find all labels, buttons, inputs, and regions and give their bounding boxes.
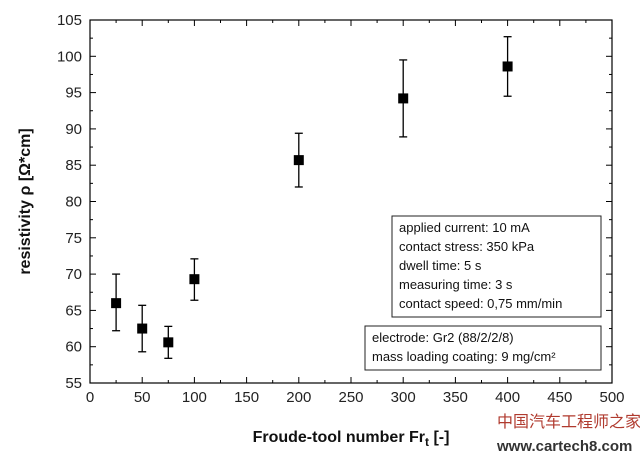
x-tick-label: 350 bbox=[443, 389, 468, 406]
annotation-line: dwell time: 5 s bbox=[399, 258, 482, 273]
watermark-url: www.cartech8.com bbox=[496, 438, 632, 455]
data-points bbox=[111, 36, 513, 359]
data-point-marker bbox=[189, 274, 200, 285]
x-tick-label: 150 bbox=[234, 389, 259, 406]
y-tick-label: 105 bbox=[57, 12, 82, 29]
annotation-line: contact stress: 350 kPa bbox=[399, 239, 535, 254]
y-tick-label: 60 bbox=[65, 339, 82, 356]
electrode-annotation-box: electrode: Gr2 (88/2/2/8) mass loading c… bbox=[364, 325, 602, 371]
annotation-line: mass loading coating: 9 mg/cm² bbox=[372, 349, 556, 364]
data-point-marker bbox=[163, 337, 174, 348]
y-tick-label: 95 bbox=[65, 85, 82, 102]
x-tick-label: 50 bbox=[134, 389, 151, 406]
y-axis-title: resistivity ρ [Ω*cm] bbox=[17, 128, 34, 274]
ticks-layer bbox=[89, 19, 613, 384]
annotation-line: electrode: Gr2 (88/2/2/8) bbox=[372, 330, 514, 345]
data-point-marker bbox=[111, 298, 122, 309]
y-tick-label: 90 bbox=[65, 121, 82, 138]
conditions-annotation-box: applied current: 10 mA contact stress: 3… bbox=[391, 215, 602, 318]
tick-labels: 0 50 100 150 200 250 300 350 400 450 500 55 60 65 70 75… bbox=[57, 12, 625, 406]
data-point-marker bbox=[137, 323, 148, 334]
y-tick-label: 55 bbox=[65, 375, 82, 392]
x-tick-label: 0 bbox=[86, 389, 94, 406]
annotation-line: applied current: 10 mA bbox=[399, 220, 530, 235]
y-tick-label: 70 bbox=[65, 266, 82, 283]
data-point-marker bbox=[502, 61, 513, 72]
x-tick-label: 300 bbox=[391, 389, 416, 406]
x-tick-label: 450 bbox=[547, 389, 572, 406]
y-tick-label: 80 bbox=[65, 194, 82, 211]
y-tick-label: 65 bbox=[65, 302, 82, 319]
x-tick-label: 100 bbox=[182, 389, 207, 406]
data-point-marker bbox=[293, 155, 304, 166]
x-tick-label: 250 bbox=[338, 389, 363, 406]
x-tick-label: 200 bbox=[286, 389, 311, 406]
y-tick-label: 100 bbox=[57, 48, 82, 65]
y-tick-label: 75 bbox=[65, 230, 82, 247]
watermark-chinese-text: 中国汽车工程师之家 bbox=[497, 412, 640, 431]
x-axis-title: Froude-tool number Frt [-] bbox=[253, 429, 450, 449]
plot-frame bbox=[89, 19, 613, 384]
x-tick-label: 400 bbox=[495, 389, 520, 406]
annotation-line: measuring time: 3 s bbox=[399, 277, 513, 292]
x-tick-label: 500 bbox=[599, 389, 624, 406]
y-tick-label: 85 bbox=[65, 157, 82, 174]
data-point-marker bbox=[398, 93, 409, 104]
annotation-line: contact speed: 0,75 mm/min bbox=[399, 296, 562, 311]
